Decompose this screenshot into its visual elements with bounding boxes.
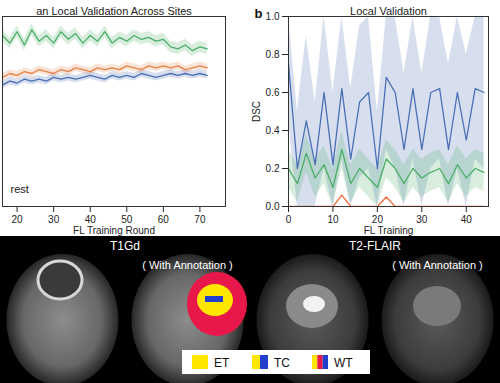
svg-text:0.0: 0.0 <box>266 201 280 212</box>
svg-text:ET: ET <box>214 356 230 370</box>
svg-text:( With Annotation ): ( With Annotation ) <box>142 259 233 271</box>
svg-text:30: 30 <box>48 214 60 225</box>
svg-text:0.2: 0.2 <box>266 163 280 174</box>
svg-text:40: 40 <box>461 214 473 225</box>
svg-text:FL Training Round: FL Training Round <box>73 225 155 236</box>
svg-text:20: 20 <box>12 214 24 225</box>
svg-text:0.4: 0.4 <box>266 125 280 136</box>
svg-text:60: 60 <box>158 214 170 225</box>
svg-text:DSC: DSC <box>251 101 262 122</box>
svg-text:10: 10 <box>327 214 339 225</box>
svg-text:70: 70 <box>194 214 206 225</box>
svg-text:b: b <box>255 6 263 21</box>
svg-text:rest: rest <box>11 183 29 195</box>
svg-text:WT: WT <box>334 356 353 370</box>
svg-text:T1Gd: T1Gd <box>110 239 140 253</box>
svg-text:0.6: 0.6 <box>266 87 280 98</box>
svg-text:TC: TC <box>274 356 290 370</box>
svg-text:an Local Validation Across Sit: an Local Validation Across Sites <box>36 5 192 17</box>
svg-text:1.0: 1.0 <box>266 11 280 22</box>
svg-text:0: 0 <box>286 214 292 225</box>
svg-text:20: 20 <box>372 214 384 225</box>
svg-text:Local Validation: Local Validation <box>350 5 427 17</box>
svg-text:30: 30 <box>416 214 428 225</box>
svg-text:40: 40 <box>85 214 97 225</box>
svg-text:T2-FLAIR: T2-FLAIR <box>349 239 401 253</box>
svg-text:50: 50 <box>121 214 133 225</box>
svg-text:0.8: 0.8 <box>266 49 280 60</box>
svg-text:FL Training: FL Training <box>364 225 414 236</box>
svg-text:( With Annotation ): ( With Annotation ) <box>392 259 483 271</box>
